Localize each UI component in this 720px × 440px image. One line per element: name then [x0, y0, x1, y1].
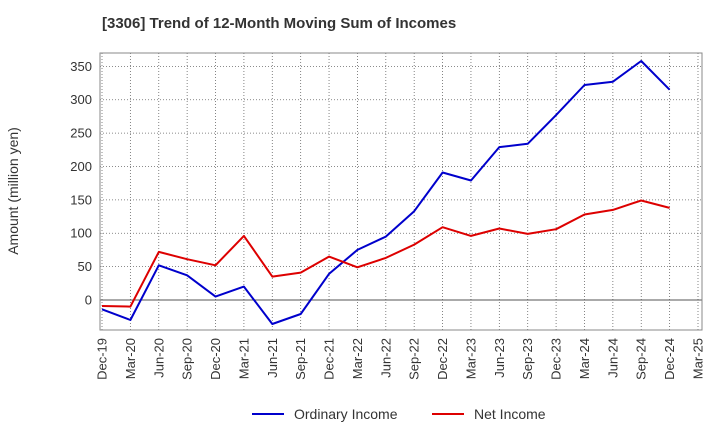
y-tick-label: 100 — [70, 226, 92, 241]
x-tick-label: Dec-22 — [435, 338, 450, 380]
y-axis-ticks: 0 50 100 150 200 250 300 350 — [70, 59, 92, 308]
x-tick-label: Mar-20 — [123, 338, 138, 379]
x-tick-label: Mar-23 — [463, 338, 478, 379]
y-tick-label: 50 — [78, 259, 92, 274]
y-tick-label: 200 — [70, 159, 92, 174]
y-axis-label: Amount (million yen) — [5, 127, 21, 255]
x-tick-label: Mar-25 — [691, 338, 706, 379]
legend-label: Ordinary Income — [294, 406, 398, 422]
legend-label: Net Income — [474, 406, 546, 422]
x-tick-label: Mar-22 — [350, 338, 365, 379]
series-line-ordinary-income — [101, 60, 671, 325]
plot-frame — [99, 52, 703, 331]
grid — [100, 53, 702, 330]
x-tick-label: Sep-22 — [407, 338, 422, 380]
x-tick-label: Jun-22 — [378, 338, 393, 378]
series-lines — [101, 60, 671, 325]
x-axis-ticks: Dec-19 Mar-20 Jun-20 Sep-20 Dec-20 Mar-21 Jun-… — [95, 338, 706, 380]
series-line-net-income — [101, 199, 670, 308]
x-tick-label: Mar-21 — [236, 338, 251, 379]
x-tick-label: Jun-23 — [492, 338, 507, 378]
x-tick-label: Dec-21 — [322, 338, 337, 380]
y-tick-label: 0 — [85, 292, 92, 307]
x-tick-label: Sep-21 — [293, 338, 308, 380]
y-tick-label: 300 — [70, 92, 92, 107]
x-tick-label: Sep-24 — [634, 338, 649, 380]
x-tick-label: Sep-23 — [520, 338, 535, 380]
x-tick-label: Jun-20 — [151, 338, 166, 378]
x-tick-label: Dec-19 — [95, 338, 110, 380]
y-tick-label: 250 — [70, 126, 92, 141]
chart-title: [3306] Trend of 12-Month Moving Sum of I… — [102, 15, 457, 32]
y-tick-label: 150 — [70, 192, 92, 207]
x-tick-label: Dec-24 — [662, 338, 677, 380]
x-tick-label: Jun-21 — [265, 338, 280, 378]
x-tick-label: Dec-20 — [208, 338, 223, 380]
legend: Ordinary Income Net Income — [252, 406, 546, 422]
y-tick-label: 350 — [70, 59, 92, 74]
x-tick-label: Sep-20 — [180, 338, 195, 380]
x-tick-label: Jun-24 — [605, 338, 620, 378]
x-tick-label: Dec-23 — [549, 338, 564, 380]
x-tick-label: Mar-24 — [577, 338, 592, 379]
